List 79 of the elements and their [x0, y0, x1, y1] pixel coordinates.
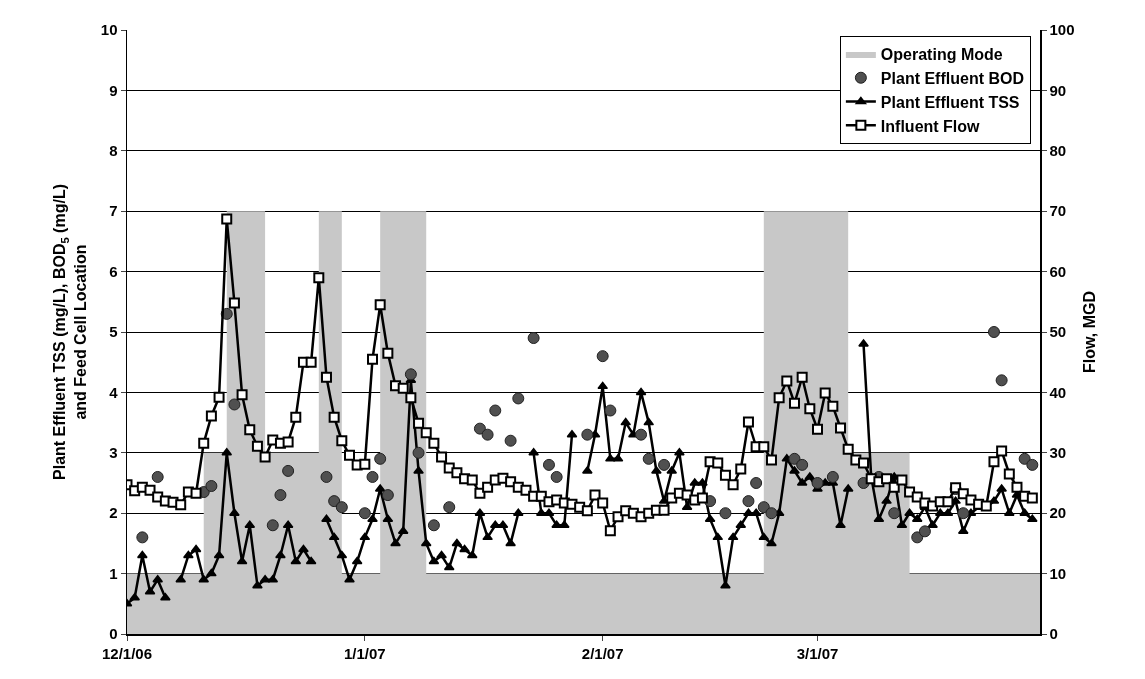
y2-tick-label: 50: [1049, 323, 1067, 341]
y-tick-label: 0: [109, 625, 118, 643]
y-tick-label: 5: [109, 323, 118, 341]
point: [473, 422, 486, 435]
y2-tick-label: 30: [1049, 444, 1067, 462]
y-tick-label: 6: [109, 262, 118, 280]
point: [826, 470, 839, 483]
point: [1026, 458, 1039, 471]
point: [750, 477, 763, 489]
y-tick-label: 1: [109, 564, 118, 582]
y2-tick-label: 80: [1049, 142, 1067, 160]
point: [550, 470, 563, 483]
point: [604, 404, 617, 417]
point: [374, 452, 387, 465]
point: [642, 452, 655, 465]
point: [366, 470, 379, 483]
y-tick-label: 4: [109, 383, 119, 401]
point: [581, 428, 594, 441]
y2-tick-label: 10: [1049, 564, 1067, 582]
point: [381, 489, 394, 502]
legend-label: Influent Flow: [880, 117, 981, 135]
point: [274, 489, 287, 502]
point: [1018, 452, 1031, 465]
point: [504, 434, 517, 447]
legend-label: Operating Mode: [880, 46, 1003, 64]
y2-tick-label: 0: [1049, 625, 1058, 643]
point: [635, 428, 648, 441]
point: [888, 507, 901, 520]
y2-tick-label: 40: [1049, 383, 1067, 401]
point: [427, 519, 440, 532]
y-tick-label: 2: [109, 504, 118, 522]
point: [527, 332, 540, 345]
point: [911, 531, 924, 544]
point: [796, 458, 809, 471]
point: [136, 531, 149, 544]
point: [811, 477, 824, 489]
point: [765, 507, 778, 520]
point: [995, 374, 1008, 387]
x-tick-label: 2/1/07: [581, 644, 624, 662]
legend-label: Plant Effluent TSS: [880, 93, 1020, 111]
x-tick-label: 1/1/07: [343, 644, 386, 662]
point: [742, 495, 755, 508]
y-tick-label: 9: [109, 81, 118, 99]
point: [957, 507, 970, 520]
point: [542, 458, 555, 471]
point: [320, 470, 333, 483]
point: [481, 428, 494, 441]
y-tick-label: 8: [109, 142, 118, 160]
y-tick-label: 7: [109, 202, 118, 220]
point: [489, 404, 502, 417]
point: [404, 368, 417, 381]
point: [282, 464, 295, 477]
y2-axis-title: Flow, MGD: [1080, 290, 1098, 374]
point: [512, 392, 525, 405]
x-tick-label: 12/1/06: [101, 644, 153, 662]
point: [757, 501, 770, 514]
point: [788, 452, 801, 465]
point: [358, 507, 371, 520]
y2-tick-label: 90: [1049, 81, 1067, 99]
point: [335, 501, 348, 514]
y-tick-label: 10: [100, 21, 118, 39]
point: [205, 480, 218, 493]
x-tick-label: 3/1/07: [796, 644, 839, 662]
point: [918, 525, 931, 538]
point: [596, 350, 609, 363]
point: [266, 519, 279, 532]
point: [987, 326, 1000, 338]
point: [658, 458, 671, 471]
y2-tick-label: 70: [1049, 202, 1067, 220]
y2-tick-label: 20: [1049, 504, 1067, 522]
point: [151, 470, 164, 483]
y-tick-label: 3: [109, 444, 118, 462]
point: [443, 501, 456, 514]
point: [228, 398, 241, 411]
y2-tick-label: 100: [1049, 21, 1075, 39]
legend-label: Plant Effluent BOD: [880, 69, 1024, 87]
point: [719, 507, 732, 520]
point: [412, 446, 425, 459]
y2-tick-label: 60: [1049, 262, 1067, 280]
